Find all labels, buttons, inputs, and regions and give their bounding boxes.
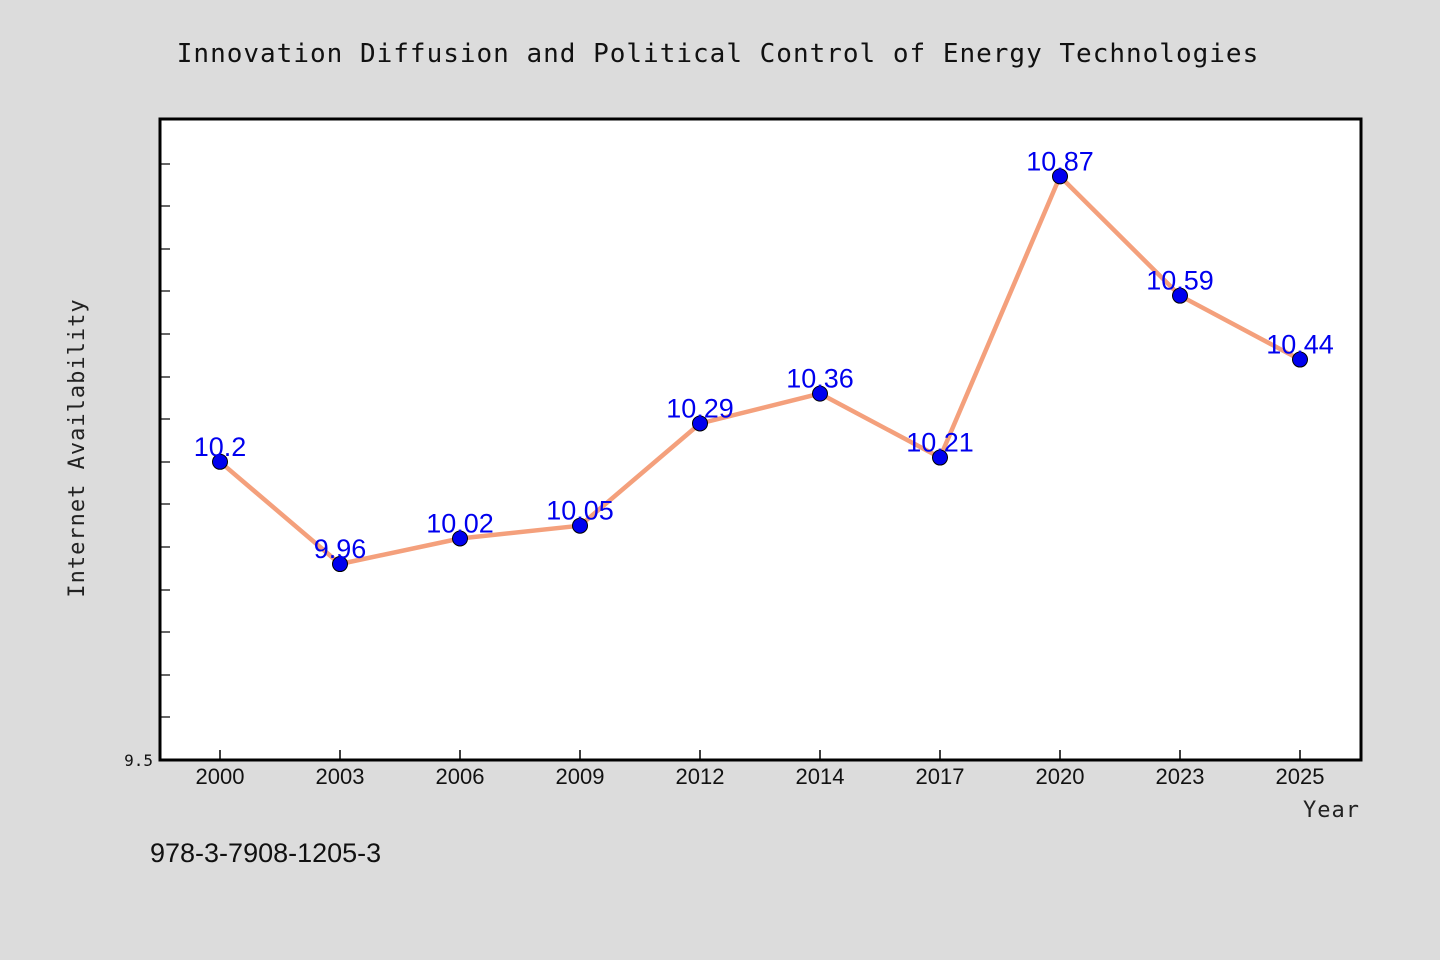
data-label: 10.02 [426, 508, 494, 538]
x-axis-ticks: 2000 2003 2006 2009 2012 2014 2017 2020 2023 2025 [196, 750, 1325, 789]
y-axis-ticks [160, 163, 170, 718]
plot-area [158, 117, 1363, 762]
series-line [217, 174, 1303, 567]
data-point [572, 517, 588, 534]
data-label: 10.44 [1266, 330, 1334, 360]
data-labels-group: 10.2 9.96 10.02 10.05 10.29 10.36 10.21 10.87 10… [194, 146, 1334, 564]
data-point [1292, 351, 1308, 368]
x-tick-label: 2003 [316, 764, 365, 789]
series-line-group [217, 174, 1303, 567]
x-tick-label: 2014 [796, 764, 845, 789]
data-label: 10.05 [546, 496, 614, 526]
data-point [1172, 287, 1188, 304]
data-point [452, 530, 468, 547]
x-axis-label: Year [1303, 798, 1360, 823]
data-label: 9.96 [314, 534, 367, 564]
data-point [1052, 168, 1068, 185]
x-tick-label: 2006 [436, 764, 485, 789]
data-label: 10.2 [194, 432, 247, 462]
y-tick-label-min: 9.5 [124, 751, 153, 770]
x-tick-label: 2023 [1156, 764, 1205, 789]
data-point [332, 556, 348, 573]
x-tick-label: 2000 [196, 764, 245, 789]
isbn-text: 978-3-7908-1205-3 [150, 838, 381, 868]
data-point [212, 453, 228, 470]
data-label: 10.36 [786, 364, 854, 394]
x-tick-label: 2020 [1036, 764, 1085, 789]
x-tick-label: 2012 [676, 764, 725, 789]
data-label: 10.21 [906, 428, 974, 458]
x-tick-label: 2025 [1276, 764, 1325, 789]
data-label: 10.87 [1026, 146, 1094, 176]
data-point [692, 415, 708, 432]
data-label: 10.59 [1146, 266, 1214, 296]
markers-group [212, 168, 1308, 573]
chart-title: Innovation Diffusion and Political Contr… [177, 39, 1259, 69]
x-tick-label: 2009 [556, 764, 605, 789]
data-point [932, 449, 948, 466]
data-label: 10.29 [666, 393, 734, 423]
x-tick-label: 2017 [916, 764, 965, 789]
y-axis-label: Internet Availability [65, 298, 90, 597]
data-point [812, 385, 828, 402]
